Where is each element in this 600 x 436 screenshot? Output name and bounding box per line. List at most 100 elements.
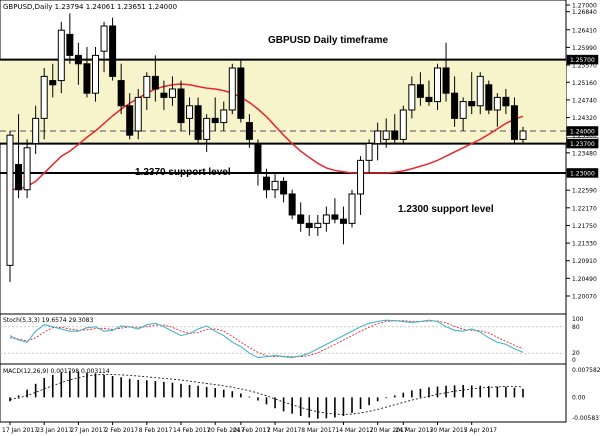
- time-tick-label: 24 Feb 2017: [233, 427, 271, 434]
- candle: [476, 72, 484, 115]
- candle: [408, 76, 416, 119]
- candle: [434, 63, 441, 110]
- price-badge-box: [566, 54, 599, 65]
- candle-body-up: [476, 75, 484, 107]
- candle-body-up: [134, 96, 142, 132]
- candle: [32, 105, 40, 155]
- macd-tick-label: 0.00: [572, 394, 586, 401]
- candle-body-up: [365, 143, 373, 161]
- price-badge-box: [566, 168, 599, 178]
- candle-body-up: [408, 84, 416, 111]
- stoch-main-line: [9, 319, 524, 359]
- time-tick-label: 2 Feb 2017: [105, 427, 139, 434]
- candle-body-down: [160, 92, 168, 98]
- macd-tick-label: 0.007582: [572, 367, 600, 374]
- stochastic-lines: [0, 319, 566, 359]
- candle: [23, 139, 31, 199]
- price-badge-box: [566, 138, 599, 149]
- candle-body-down: [451, 92, 459, 119]
- candle: [151, 55, 159, 102]
- price-badge: 1.23000: [566, 168, 599, 178]
- price-tick-label: 1.25570: [572, 63, 597, 70]
- time-tick-label: 14 Feb 2017: [173, 427, 211, 434]
- candle-body-up: [220, 109, 228, 124]
- candle: [117, 63, 125, 115]
- support-1230-label: 1.2300 support level: [398, 204, 494, 215]
- candle-body-down: [211, 117, 219, 124]
- candle-body-down: [442, 67, 450, 94]
- candle-body-down: [510, 105, 518, 140]
- candle-body-down: [194, 105, 202, 140]
- candle: [391, 114, 399, 144]
- candle: [297, 202, 305, 232]
- candle-body-up: [348, 193, 356, 224]
- candle: [493, 93, 501, 127]
- price-tick-label: 1.26840: [572, 9, 597, 16]
- candle: [442, 42, 450, 102]
- time-tick-label: 8 Mar 2017: [301, 427, 335, 434]
- stoch-tick-label: 0: [572, 357, 576, 364]
- candle-body-up: [382, 130, 390, 140]
- candle: [168, 76, 176, 106]
- candle: [194, 97, 202, 144]
- candle-body-up: [6, 134, 14, 266]
- candle: [177, 80, 185, 131]
- candle-body-up: [322, 214, 330, 224]
- price-badge-label: 1.23000: [570, 170, 595, 177]
- candle-body-up: [271, 180, 279, 191]
- candle: [245, 114, 253, 148]
- price-tick-label: 1.21750: [572, 223, 597, 230]
- time-tick-label: 8 Feb 2017: [139, 427, 173, 434]
- candle-body-down: [237, 67, 245, 119]
- time-tick-label: 20 Mar 2017: [370, 427, 408, 434]
- price-badge-label: 1.24000: [570, 128, 595, 135]
- candle: [126, 93, 134, 140]
- candle: [228, 63, 236, 115]
- candle: [134, 88, 142, 140]
- candle-body-down: [297, 214, 305, 224]
- price-tick-label: 1.21330: [572, 241, 597, 248]
- candle-body-down: [66, 33, 74, 56]
- candle: [66, 13, 74, 64]
- candle: [220, 101, 228, 131]
- candle: [399, 105, 407, 144]
- candle-body-up: [168, 88, 176, 98]
- candle-body-down: [425, 96, 433, 103]
- candle-body-down: [245, 122, 253, 140]
- candle: [382, 118, 390, 148]
- candles: [6, 13, 527, 283]
- candle: [374, 122, 382, 161]
- candle-body-up: [143, 75, 151, 98]
- candle: [92, 46, 99, 102]
- candle-body-down: [391, 130, 399, 140]
- candle: [109, 17, 117, 81]
- candle: [502, 88, 510, 115]
- price-tick-label: 1.26410: [572, 27, 597, 34]
- candle: [15, 114, 23, 199]
- support-1237-label: 1.2370 support level: [135, 167, 231, 178]
- candle: [365, 139, 373, 173]
- candle-body-up: [32, 117, 40, 145]
- price-tick-label: 1.25990: [572, 45, 597, 52]
- candle: [271, 172, 279, 199]
- macd-label: MACD(12,26,9) 0.001798 0.003114: [3, 368, 110, 375]
- candle-body-up: [314, 222, 322, 229]
- candle-body-down: [109, 25, 117, 77]
- price-tick-label: 1.24740: [572, 97, 597, 104]
- candle-body-down: [263, 176, 270, 191]
- time-tick-label: 23 Jan 2017: [36, 427, 72, 434]
- price-panel: [0, 0, 567, 315]
- candle: [211, 97, 219, 131]
- candle: [322, 206, 330, 232]
- candle-body-up: [40, 75, 48, 119]
- price-tick-label: 1.20070: [572, 294, 597, 301]
- time-tick-label: 30 Mar 2017: [430, 427, 468, 434]
- candle: [263, 168, 270, 199]
- chart-title: GBPUSD Daily timeframe: [268, 35, 388, 46]
- candle: [459, 97, 467, 131]
- stoch-tick-label: 80: [572, 324, 580, 331]
- candle-body-up: [203, 117, 211, 140]
